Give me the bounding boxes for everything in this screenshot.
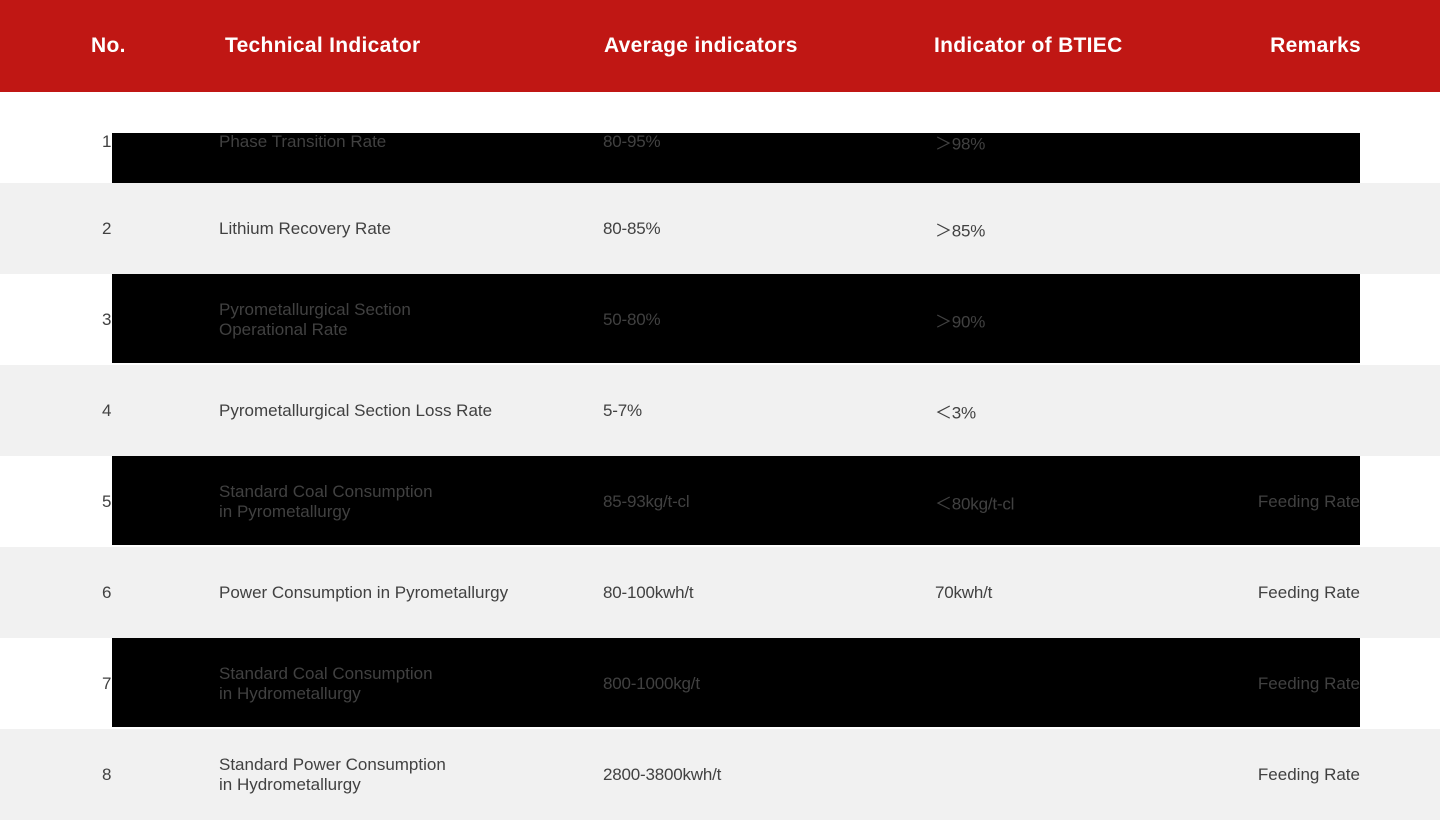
- header-technical-indicator: Technical Indicator: [225, 34, 421, 57]
- cell-average-indicator: 80-95%: [603, 131, 661, 151]
- cell-indicator-of-btiec: ＞90%: [935, 312, 986, 331]
- header-remarks: Remarks: [1270, 34, 1361, 57]
- row-number: 2: [102, 218, 112, 238]
- row-number: 6: [102, 582, 112, 602]
- row-number: 7: [102, 673, 112, 693]
- table-header-row: No. Technical Indicator Average indicato…: [0, 0, 1440, 92]
- table-row: 2 Lithium Recovery Rate 80-85% ＞85%: [0, 183, 1440, 274]
- cell-technical-indicator: Lithium Recovery Rate: [219, 218, 391, 238]
- blackout-bar: [112, 274, 1360, 363]
- cell-average-indicator: 85-93kg/t-cl: [603, 491, 690, 511]
- cell-average-indicator: 80-85%: [603, 218, 661, 238]
- row-number: 8: [102, 764, 112, 784]
- header-indicator-of-btiec: Indicator of BTIEC: [934, 34, 1123, 57]
- table-row: 3 Pyrometallurgical Section Operational …: [0, 274, 1440, 365]
- cell-technical-indicator: Standard Power Consumption in Hydrometal…: [219, 754, 446, 794]
- row-number: 3: [102, 309, 112, 329]
- table-row: 6 Power Consumption in Pyrometallurgy 80…: [0, 547, 1440, 638]
- cell-technical-indicator: Phase Transition Rate: [219, 131, 387, 151]
- cell-remarks: Feeding Rate: [1257, 673, 1360, 693]
- table-row: 1 Phase Transition Rate 80-95% ＞98%: [0, 92, 1440, 183]
- cell-indicator-of-btiec: ＞98%: [935, 134, 986, 153]
- cell-remarks: Feeding Rate: [1257, 764, 1360, 784]
- cell-technical-indicator: Standard Coal Consumption in Pyrometallu…: [219, 481, 433, 521]
- table-row: 4 Pyrometallurgical Section Loss Rate 5-…: [0, 365, 1440, 456]
- cell-remarks: Feeding Rate: [1257, 582, 1360, 602]
- cell-remarks: Feeding Rate: [1257, 491, 1360, 511]
- header-average-indicators: Average indicators: [604, 34, 798, 57]
- cell-average-indicator: 50-80%: [603, 309, 661, 329]
- blackout-bar: [112, 456, 1360, 545]
- cell-indicator-of-btiec: ＜3%: [935, 403, 976, 422]
- cell-average-indicator: 800-1000kg/t: [603, 673, 700, 693]
- cell-indicator-of-btiec: ＜80kg/t-cl: [935, 494, 1015, 513]
- cell-average-indicator: 80-100kwh/t: [603, 582, 694, 602]
- cell-technical-indicator: Power Consumption in Pyrometallurgy: [219, 582, 509, 602]
- cell-technical-indicator: Pyrometallurgical Section Loss Rate: [219, 400, 493, 420]
- table-row: 5 Standard Coal Consumption in Pyrometal…: [0, 456, 1440, 547]
- table-row: 8 Standard Power Consumption in Hydromet…: [0, 729, 1440, 820]
- cell-average-indicator: 5-7%: [603, 400, 642, 420]
- cell-indicator-of-btiec: 70kwh/t: [935, 582, 993, 602]
- blackout-bar: [112, 133, 1360, 183]
- cell-technical-indicator: Pyrometallurgical Section Operational Ra…: [219, 299, 411, 339]
- cell-technical-indicator: Standard Coal Consumption in Hydrometall…: [219, 663, 433, 703]
- row-number: 5: [102, 491, 112, 511]
- row-number: 4: [102, 400, 112, 420]
- blackout-bar: [112, 638, 1360, 727]
- row-number: 1: [102, 131, 112, 151]
- header-no: No.: [91, 34, 126, 57]
- cell-average-indicator: 2800-3800kwh/t: [603, 764, 722, 784]
- table-row: 7 Standard Coal Consumption in Hydrometa…: [0, 638, 1440, 729]
- cell-indicator-of-btiec: ＞85%: [935, 221, 986, 240]
